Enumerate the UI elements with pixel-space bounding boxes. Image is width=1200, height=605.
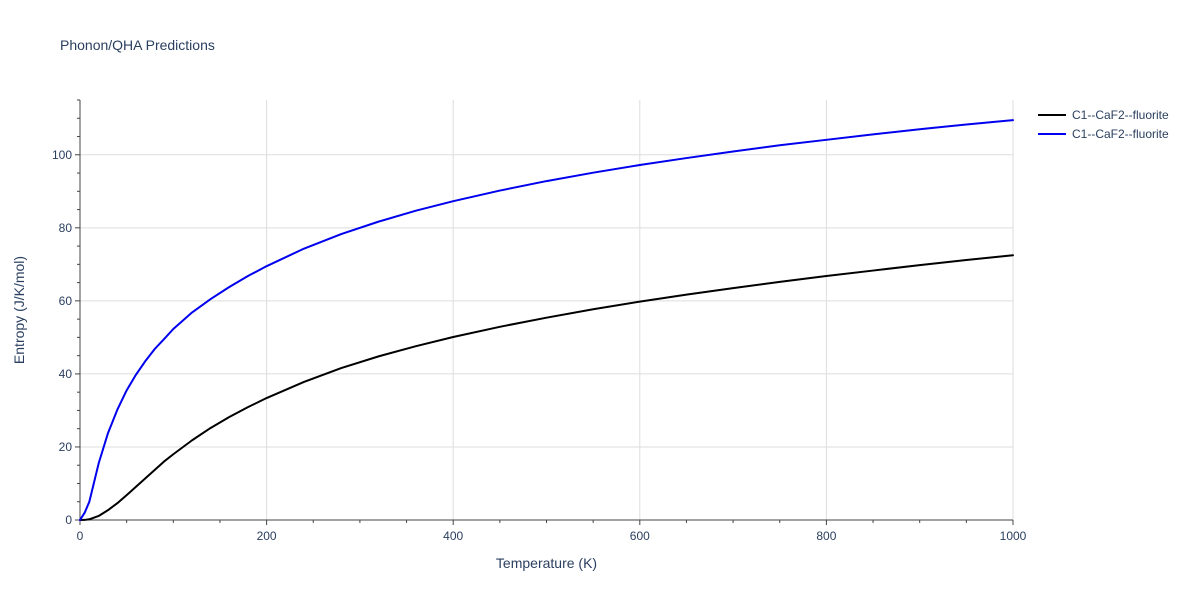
legend[interactable]: C1--CaF2--fluorite C1--CaF2--fluorite [1038, 108, 1169, 141]
legend-item-2[interactable]: C1--CaF2--fluorite [1038, 127, 1169, 141]
x-tick-label: 600 [630, 529, 650, 543]
x-tick-label: 1000 [1000, 529, 1027, 543]
y-tick-label: 40 [59, 367, 73, 381]
x-tick-label: 800 [816, 529, 836, 543]
x-tick-label: 200 [257, 529, 277, 543]
series-line-1 [79, 254, 1014, 521]
chart-title: Phonon/QHA Predictions [60, 37, 215, 53]
y-tick-label: 0 [65, 513, 72, 527]
x-tick-label: 0 [77, 529, 84, 543]
y-tick-label: 20 [59, 440, 73, 454]
legend-item-1[interactable]: C1--CaF2--fluorite [1038, 108, 1169, 122]
legend-label: C1--CaF2--fluorite [1072, 108, 1169, 122]
y-tick-label: 60 [59, 294, 73, 308]
axis-layer: 0 200 400 600 800 1000 0 20 40 60 80 100 [52, 99, 1027, 543]
y-tick-label: 80 [59, 221, 73, 235]
series-line-2 [79, 119, 1014, 521]
series-layer [79, 119, 1014, 521]
grid-layer [80, 100, 1014, 520]
x-tick-label: 400 [443, 529, 463, 543]
legend-label: C1--CaF2--fluorite [1072, 127, 1169, 141]
y-tick-label: 100 [52, 148, 72, 162]
x-axis-title: Temperature (K) [496, 555, 597, 571]
y-axis-title: Entropy (J/K/mol) [11, 256, 27, 364]
